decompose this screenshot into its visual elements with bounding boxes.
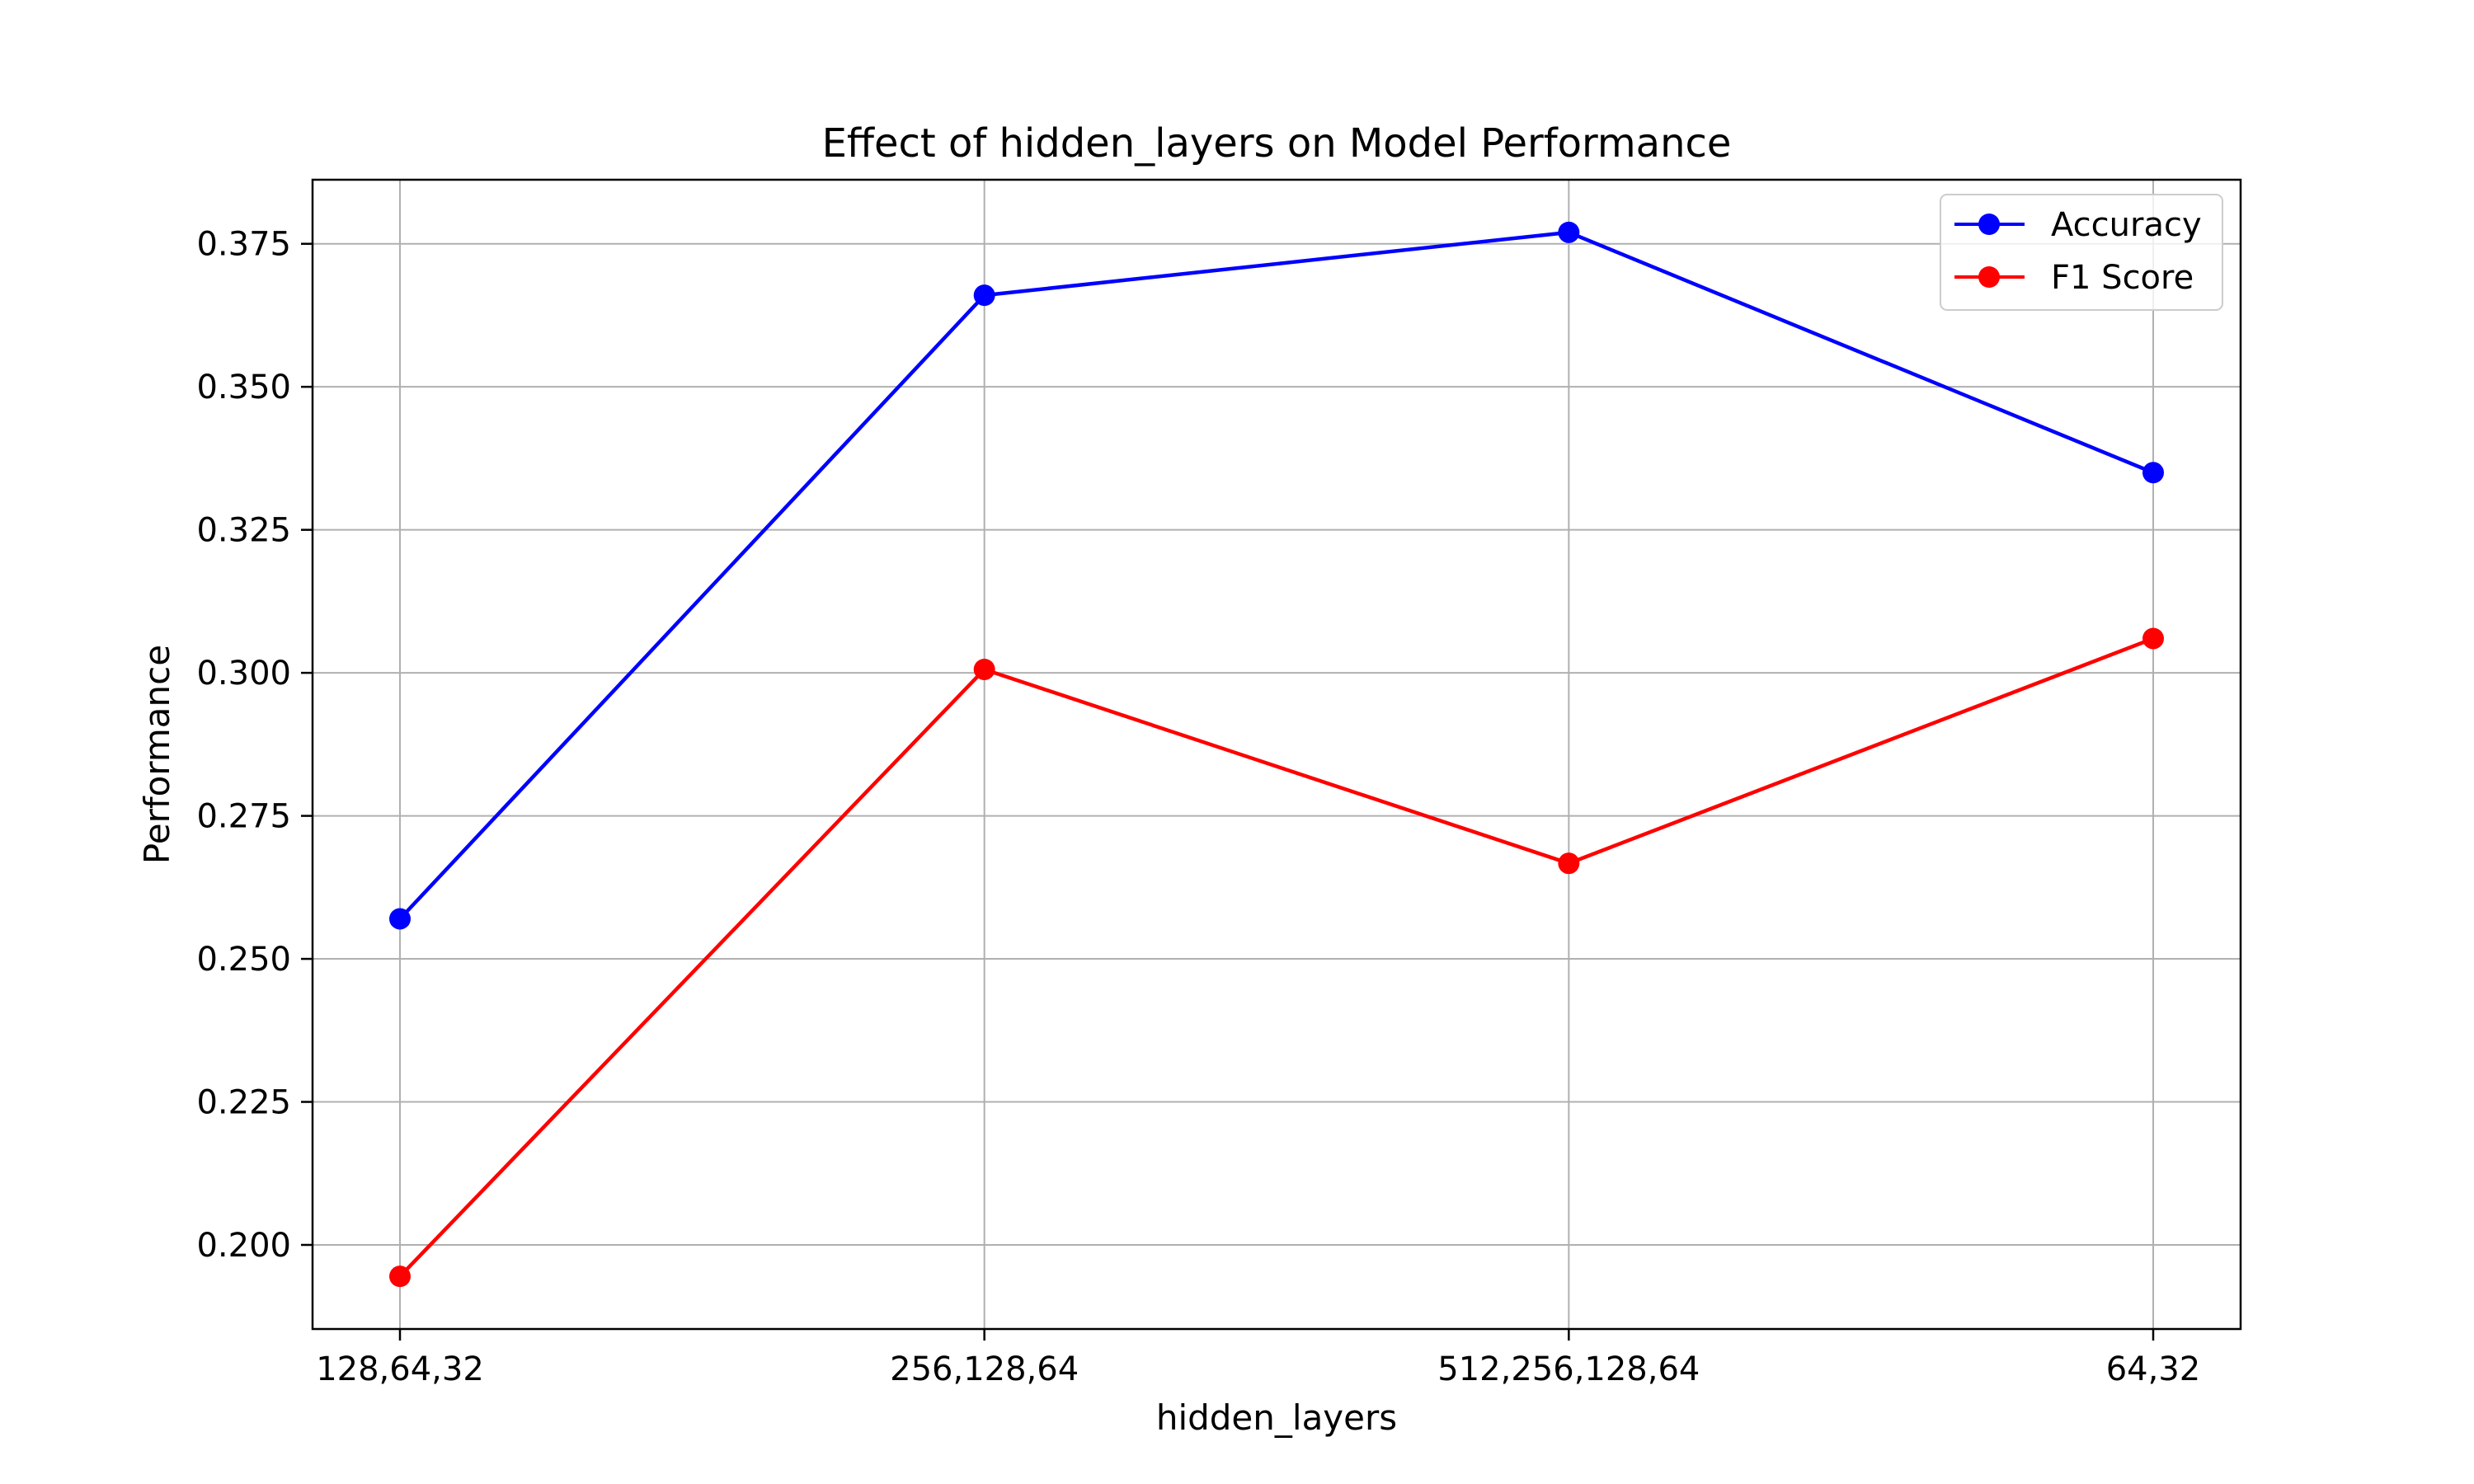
data-point-accuracy (973, 284, 995, 307)
chart-title: Effect of hidden_layers on Model Perform… (822, 120, 1732, 167)
y-tick-label: 0.225 (196, 1084, 291, 1122)
data-point-accuracy (1558, 221, 1580, 243)
x-tick-label: 256,128,64 (890, 1350, 1079, 1388)
data-point-f1-score (1558, 852, 1580, 875)
x-tick-label: 512,256,128,64 (1437, 1350, 1700, 1388)
legend-marker-accuracy (1978, 214, 2000, 235)
y-tick-label: 0.375 (196, 226, 291, 264)
y-tick-label: 0.200 (196, 1227, 291, 1265)
y-tick-label: 0.275 (196, 798, 291, 836)
data-point-f1-score (2142, 627, 2164, 650)
y-axis: 0.200 0.225 0.250 0.275 0.300 0.325 0.350 0.375 (196, 226, 313, 1265)
x-tick-label: 128,64,32 (316, 1350, 484, 1388)
y-tick-label: 0.300 (196, 655, 291, 693)
data-point-accuracy (389, 908, 411, 930)
legend-marker-f1-score (1978, 266, 2000, 288)
plot-area-frame (311, 178, 2242, 1331)
legend-label-accuracy: Accuracy (2051, 206, 2202, 244)
x-tick-label: 64,32 (2106, 1350, 2201, 1388)
y-tick-label: 0.350 (196, 369, 291, 406)
series-line-f1-score (398, 636, 2154, 1278)
grid (313, 180, 2241, 1329)
series-line-accuracy (398, 230, 2154, 921)
x-axis-label: hidden_layers (1156, 1397, 1397, 1438)
y-tick-label: 0.250 (196, 941, 291, 979)
y-tick-label: 0.325 (196, 512, 291, 550)
legend: Accuracy F1 Score (1940, 194, 2223, 311)
x-axis: 128,64,32 256,128,64 512,256,128,64 64,32 (316, 1329, 2200, 1388)
y-axis-label: Performance (137, 645, 177, 864)
data-point-f1-score (973, 658, 995, 680)
series-group (389, 221, 2164, 1288)
data-point-f1-score (389, 1266, 411, 1288)
data-point-accuracy (2142, 462, 2164, 484)
legend-label-f1-score: F1 Score (2051, 259, 2194, 297)
